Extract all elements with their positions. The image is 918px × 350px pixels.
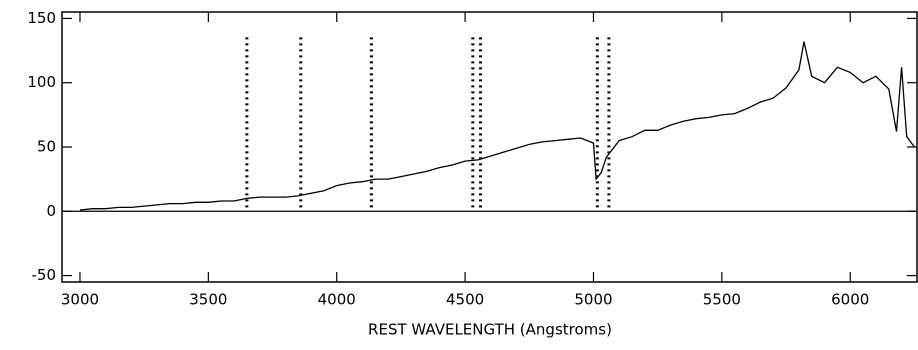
- spectrum-line: [79, 41, 915, 211]
- x-tick-label: 5500: [703, 291, 741, 309]
- y-tick-label: 0: [46, 202, 56, 220]
- x-tick-label: 5000: [574, 291, 612, 309]
- x-tick-label: 3000: [61, 291, 99, 309]
- y-tick-label: -50: [32, 266, 57, 284]
- plot-frame: [61, 11, 918, 283]
- x-tick-label: 4000: [318, 291, 356, 309]
- x-tick-label: 6000: [831, 291, 869, 309]
- x-tick-label: 3500: [189, 291, 227, 309]
- y-tick-label: 150: [27, 9, 56, 27]
- y-tick-label: 50: [37, 138, 56, 156]
- x-tick-label: 4500: [446, 291, 484, 309]
- x-axis-label: REST WAVELENGTH (Angstroms): [368, 321, 612, 339]
- y-tick-label: 100: [27, 73, 56, 91]
